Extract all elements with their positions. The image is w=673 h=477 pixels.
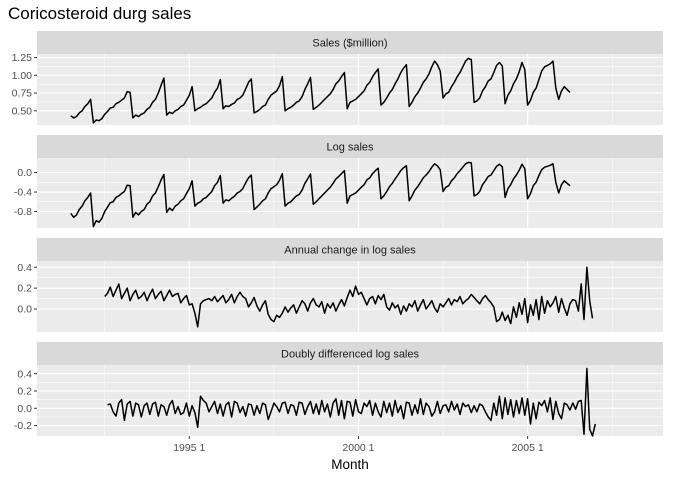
y-tick-label: 0.4 <box>17 262 32 274</box>
y-tick-label: 0.4 <box>17 368 32 380</box>
panel-background <box>37 365 663 436</box>
facet-label: Log sales <box>326 142 374 154</box>
facet-strip <box>37 31 663 54</box>
series-line <box>107 367 597 437</box>
y-tick-label: 0.50 <box>12 105 33 117</box>
series-line <box>70 57 571 124</box>
facet-strip <box>37 238 663 261</box>
y-tick-label: -0.8 <box>14 206 32 218</box>
series-line <box>70 161 571 228</box>
y-tick-label: 0.0 <box>17 167 32 179</box>
y-tick-label: 0.2 <box>17 283 32 295</box>
facet-label: Sales ($million) <box>312 38 387 50</box>
y-tick-label: 1.00 <box>12 70 33 82</box>
facet-strip <box>37 135 663 158</box>
x-tick-label: 1995 1 <box>173 442 205 454</box>
chart-title: Coricosteroid durg sales <box>8 4 192 23</box>
y-tick-label: -0.2 <box>14 420 32 432</box>
y-tick-label: 0.75 <box>12 88 33 100</box>
y-tick-label: 0.2 <box>17 386 32 398</box>
series-line <box>104 266 594 328</box>
x-tick-label: 2005 1 <box>512 442 544 454</box>
x-tick-label: 2000 1 <box>342 442 374 454</box>
facet-strip <box>37 342 663 365</box>
panel-background <box>37 261 663 332</box>
x-axis-title: Month <box>331 457 369 472</box>
facet-label: Annual change in log sales <box>284 245 416 257</box>
y-tick-label: 0.0 <box>17 304 32 316</box>
panel-background <box>37 54 663 125</box>
y-tick-label: 0.0 <box>17 403 32 415</box>
facet-label: Doubly differenced log sales <box>281 349 419 361</box>
y-tick-label: 1.25 <box>12 52 33 64</box>
y-tick-label: -0.4 <box>14 187 32 199</box>
